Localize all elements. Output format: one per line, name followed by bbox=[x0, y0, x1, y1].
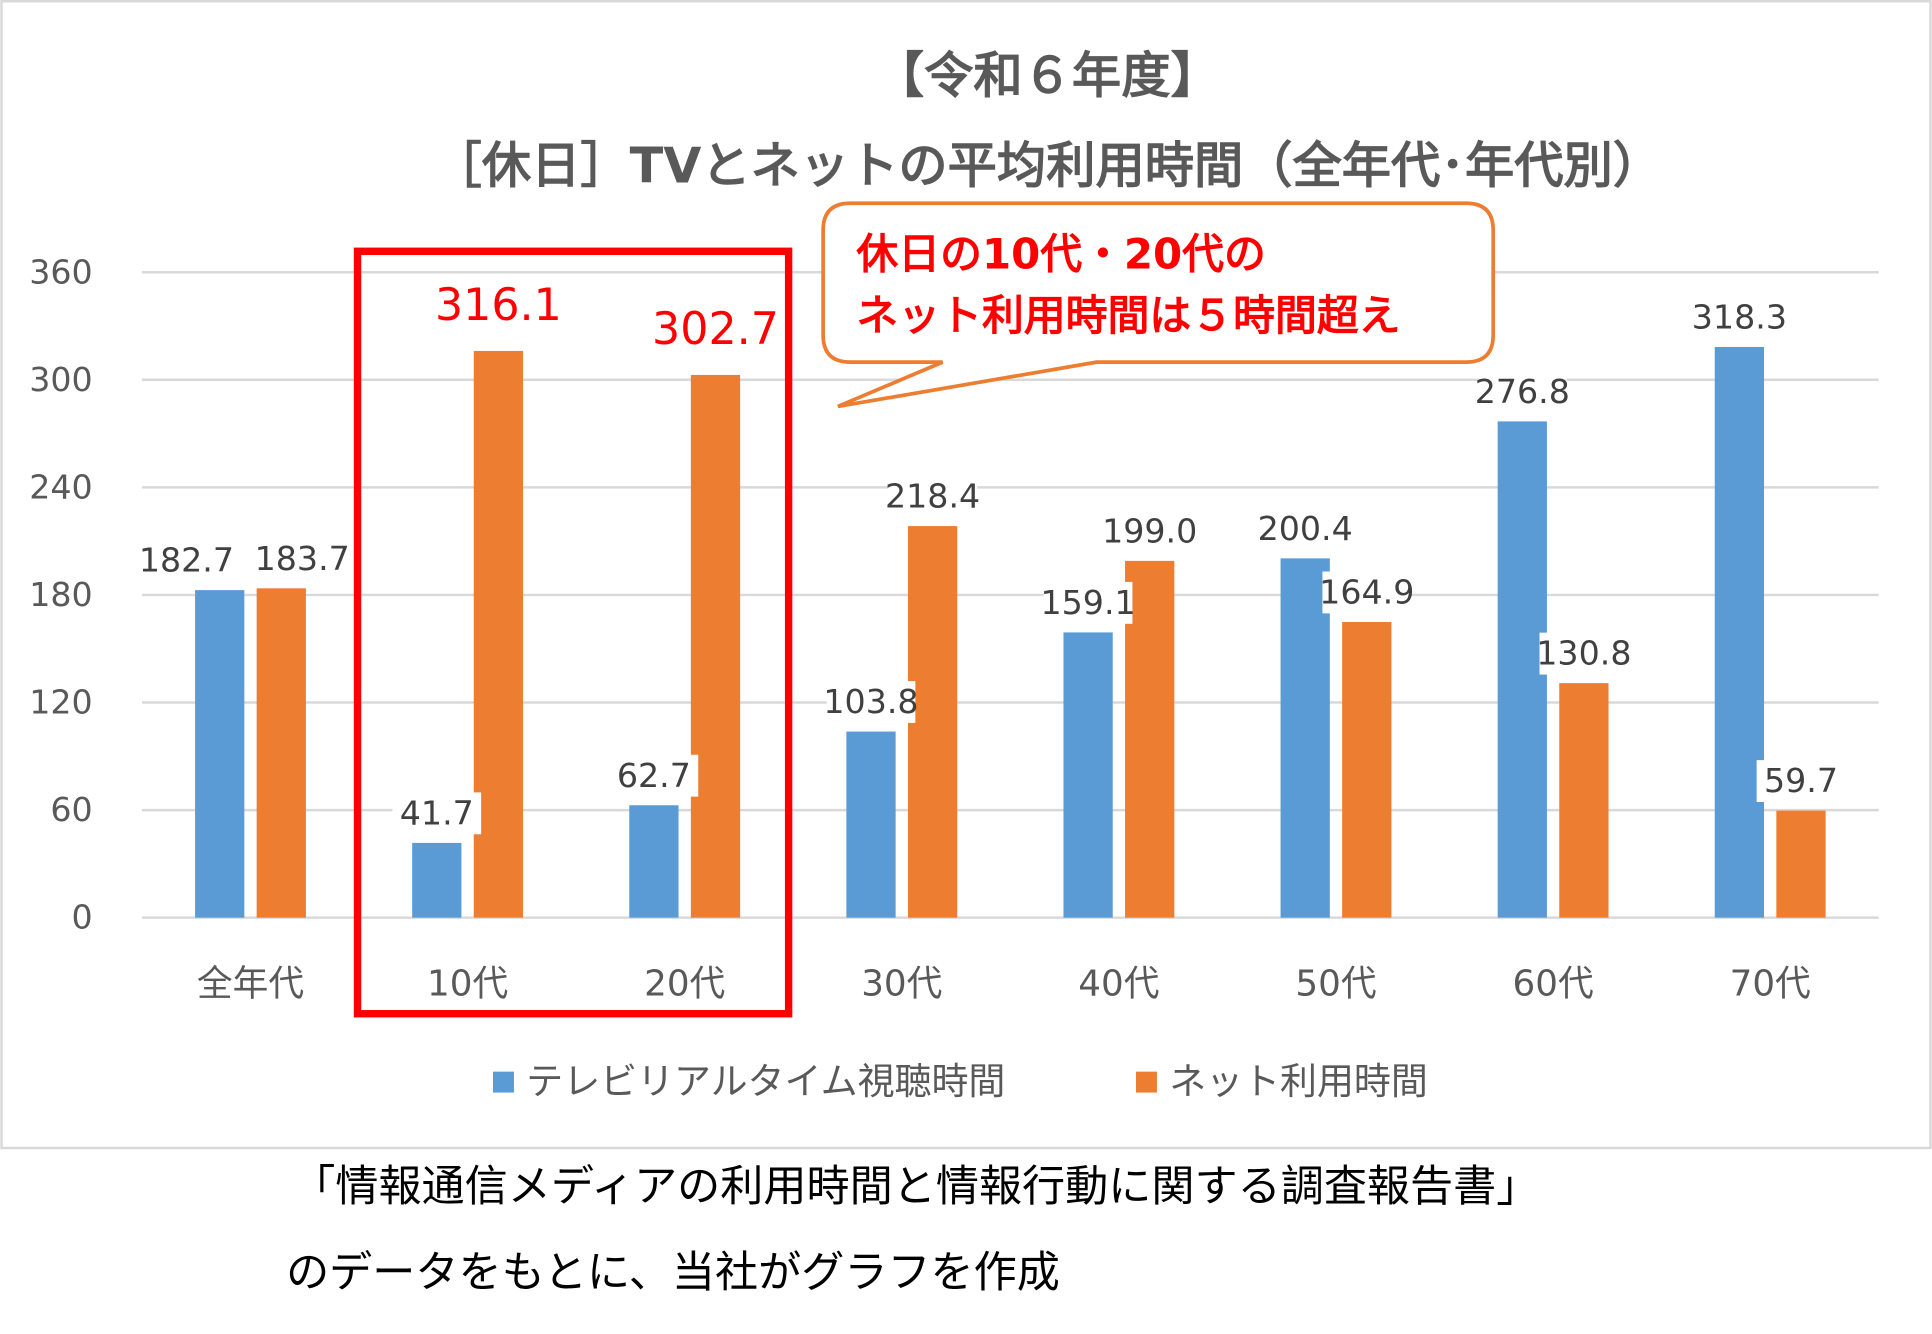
tv-bar bbox=[1714, 346, 1765, 918]
data-label: 316.1 bbox=[435, 280, 562, 331]
legend-swatch-tv bbox=[493, 1071, 514, 1093]
data-labels: 182.7 183.7 41.7 316.1 62.7 302.7 103.8 218.4 15… bbox=[139, 280, 1846, 835]
data-label-bg bbox=[1477, 370, 1567, 413]
x-axis-labels: 全年代 10代 20代 30代 40代 50代 60代 70代 bbox=[197, 963, 1811, 1004]
data-label-bg bbox=[1322, 571, 1412, 614]
legend-swatch-net bbox=[1135, 1071, 1157, 1093]
tv-bar bbox=[195, 590, 245, 918]
y-tick-label: 180 bbox=[29, 575, 92, 614]
y-tick-label: 240 bbox=[29, 467, 92, 506]
x-tick-label: 70代 bbox=[1730, 963, 1811, 1004]
data-label: 62.7 bbox=[617, 756, 691, 795]
legend: テレビリアルタイム視聴時間 ネット利用時間 bbox=[493, 1060, 1428, 1103]
net-bar bbox=[1559, 683, 1609, 918]
data-label-bg bbox=[392, 792, 482, 835]
net-bar bbox=[256, 588, 306, 918]
data-label-bg bbox=[142, 539, 231, 582]
data-label: 59.7 bbox=[1764, 761, 1838, 800]
callout-line-1: 休日の10代・20代の bbox=[855, 230, 1266, 279]
y-axis-ticks: 0 60 120 180 240 300 360 bbox=[29, 252, 92, 936]
data-label: 183.7 bbox=[255, 539, 350, 578]
data-label: 199.0 bbox=[1102, 511, 1197, 550]
data-label: 130.8 bbox=[1536, 634, 1631, 673]
data-label-bg bbox=[1756, 760, 1846, 803]
net-bar bbox=[1342, 622, 1392, 918]
net-bar bbox=[1125, 560, 1175, 918]
y-tick-label: 120 bbox=[29, 683, 92, 722]
data-label-bg bbox=[257, 537, 347, 580]
data-label: 302.7 bbox=[652, 304, 779, 355]
tv-bar bbox=[1063, 632, 1113, 918]
bars bbox=[195, 346, 1826, 918]
data-label-bg bbox=[1105, 510, 1195, 553]
data-label: 318.3 bbox=[1692, 298, 1787, 337]
x-tick-label: 30代 bbox=[861, 963, 942, 1004]
tv-bar bbox=[412, 842, 462, 918]
x-tick-label: 全年代 bbox=[197, 963, 304, 1004]
data-label: 200.4 bbox=[1258, 509, 1353, 548]
tv-bar bbox=[846, 731, 896, 918]
source-note-line-2: のデータをもとに、当社がグラフを作成 bbox=[286, 1248, 1060, 1298]
y-tick-label: 360 bbox=[29, 252, 92, 291]
legend-label-tv: テレビリアルタイム視聴時間 bbox=[526, 1060, 1005, 1103]
chart-title: 【令和６年度】 bbox=[875, 46, 1220, 104]
data-label: 41.7 bbox=[400, 793, 474, 832]
data-label-bg bbox=[1539, 632, 1629, 675]
callout-line-2: ネット利用時間は５時間超え bbox=[856, 291, 1400, 340]
data-label-bg bbox=[1695, 296, 1784, 339]
source-note-line-1: 「情報通信メディアの利用時間と情報行動に関する調査報告書」 bbox=[292, 1162, 1539, 1212]
legend-label-net: ネット利用時間 bbox=[1169, 1060, 1428, 1103]
y-tick-label: 60 bbox=[50, 790, 92, 829]
data-label: 276.8 bbox=[1475, 372, 1570, 411]
tv-bar bbox=[1280, 558, 1330, 918]
x-tick-label: 50代 bbox=[1295, 963, 1376, 1004]
net-bar bbox=[690, 374, 741, 918]
y-tick-label: 300 bbox=[29, 360, 92, 399]
data-label: 164.9 bbox=[1319, 573, 1414, 612]
data-label: 103.8 bbox=[823, 682, 918, 721]
tv-bar bbox=[1497, 421, 1547, 918]
net-bar bbox=[907, 526, 958, 918]
x-tick-label: 20代 bbox=[644, 963, 725, 1004]
data-label-bg bbox=[609, 754, 699, 797]
data-label-bg bbox=[888, 475, 977, 518]
x-tick-label: 60代 bbox=[1513, 963, 1594, 1004]
data-label-bg bbox=[826, 681, 916, 723]
callout-bubble bbox=[821, 201, 1496, 409]
data-label-bg bbox=[1260, 507, 1350, 550]
chart-subtitle: ［休日］TVとネットの平均利用時間（全年代･年代別） bbox=[433, 136, 1662, 194]
data-label-bg bbox=[1043, 581, 1133, 624]
x-tick-label: 40代 bbox=[1078, 963, 1159, 1004]
y-tick-label: 0 bbox=[72, 898, 93, 937]
callout: 休日の10代・20代の ネット利用時間は５時間超え bbox=[821, 201, 1496, 409]
net-bar bbox=[473, 350, 524, 918]
data-label: 218.4 bbox=[885, 477, 980, 516]
data-label: 159.1 bbox=[1040, 583, 1135, 622]
net-bar bbox=[1776, 810, 1826, 918]
tv-bar bbox=[629, 805, 679, 918]
data-label: 182.7 bbox=[139, 541, 234, 580]
x-tick-label: 10代 bbox=[427, 963, 508, 1004]
highlight-box bbox=[353, 247, 793, 1018]
